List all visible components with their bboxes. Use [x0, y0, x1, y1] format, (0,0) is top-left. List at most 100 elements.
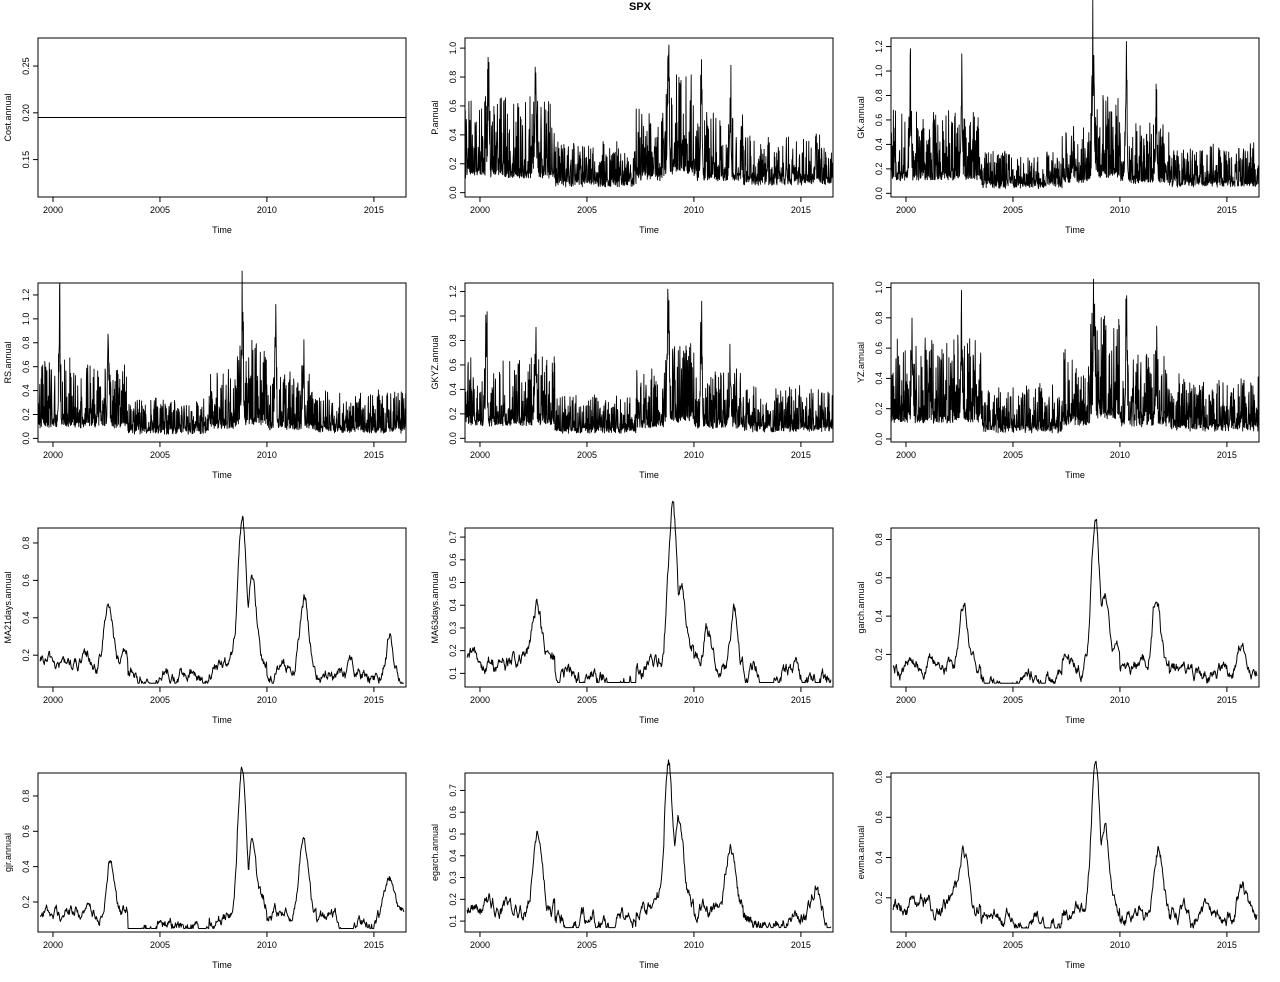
y-tick-label: 0.4 — [448, 850, 458, 863]
y-tick-label: 0.2 — [448, 157, 458, 170]
y-tick-label: 0.15 — [21, 151, 31, 169]
y-tick-label: 1.0 — [448, 310, 458, 323]
plot-frame — [464, 282, 834, 443]
x-tick-label: 2015 — [791, 450, 811, 460]
series-line — [464, 44, 834, 188]
x-tick-label: 2015 — [364, 450, 384, 460]
series-line — [466, 759, 832, 929]
y-tick-label: 0.4 — [448, 599, 458, 612]
plot-frame — [37, 772, 407, 933]
y-tick-label: 0.6 — [21, 574, 31, 587]
x-axis-label: Time — [1065, 225, 1085, 235]
x-tick-label: 2005 — [150, 940, 170, 950]
y-axis-label: MA21days.annual — [3, 571, 13, 643]
x-axis-label: Time — [639, 715, 659, 725]
x-tick-label: 2005 — [577, 940, 597, 950]
chart-panel-11: 2000 2005 2010 2015 0.1 0.2 0.3 0.4 0.5 0.6 0.7 Tim… — [430, 759, 834, 970]
y-tick-label: 0.2 — [448, 893, 458, 906]
y-tick-label: 1.0 — [874, 281, 884, 294]
x-tick-label: 2015 — [1217, 205, 1237, 215]
y-tick-label: 0.6 — [21, 360, 31, 373]
x-tick-label: 2015 — [791, 205, 811, 215]
x-tick-label: 2015 — [364, 695, 384, 705]
y-tick-label: 0.25 — [21, 57, 31, 75]
y-tick-label: 0.2 — [448, 408, 458, 421]
x-tick-label: 2010 — [257, 695, 277, 705]
chart-panel-4: 2000 2005 2010 2015 0.0 0.2 0.4 0.6 0.8 1.0 1.2 Tim… — [3, 270, 407, 480]
y-axis-label: gjr.annual — [3, 833, 13, 872]
series-line — [892, 518, 1258, 684]
y-tick-label: 0.4 — [874, 610, 884, 623]
x-tick-label: 2015 — [791, 940, 811, 950]
series-line — [890, 278, 1260, 434]
series-line — [39, 515, 404, 684]
y-axis-label: P.annual — [430, 100, 440, 134]
y-tick-label: 1.2 — [874, 40, 884, 53]
series-line — [892, 760, 1258, 929]
x-tick-label: 2010 — [257, 205, 277, 215]
x-tick-label: 2000 — [470, 695, 490, 705]
y-tick-label: 1.0 — [874, 65, 884, 78]
series-line — [37, 270, 407, 435]
y-tick-label: 0.2 — [874, 402, 884, 415]
x-tick-label: 2005 — [150, 205, 170, 215]
x-tick-label: 2000 — [470, 205, 490, 215]
chart-panel-12: 2000 2005 2010 2015 0.2 0.4 0.6 0.8 Time ewma.ann… — [856, 760, 1260, 970]
y-tick-label: 0.8 — [874, 89, 884, 102]
chart-panel-9: 2000 2005 2010 2015 0.2 0.4 0.6 0.8 Time garch.an… — [856, 518, 1260, 725]
chart-panel-5: 2000 2005 2010 2015 0.0 0.2 0.4 0.6 0.8 1.0 1.2 Tim… — [430, 282, 834, 480]
y-tick-label: 0.6 — [448, 806, 458, 819]
series-line — [39, 766, 405, 929]
y-tick-label: 0.4 — [21, 612, 31, 625]
x-tick-label: 2010 — [684, 695, 704, 705]
x-tick-label: 2005 — [1003, 940, 1023, 950]
y-tick-label: 0.8 — [874, 771, 884, 784]
y-tick-label: 0.2 — [448, 644, 458, 657]
x-axis-label: Time — [212, 715, 232, 725]
y-tick-label: 0.8 — [21, 790, 31, 803]
y-tick-label: 0.4 — [874, 851, 884, 864]
plot-frame — [464, 527, 834, 688]
x-tick-label: 2000 — [470, 450, 490, 460]
plot-frame — [464, 772, 834, 933]
x-tick-label: 2010 — [1110, 695, 1130, 705]
y-tick-label: 0.7 — [448, 784, 458, 797]
y-tick-label: 0.8 — [874, 312, 884, 325]
y-tick-label: 0.2 — [874, 163, 884, 176]
x-axis-label: Time — [639, 470, 659, 480]
y-tick-label: 0.5 — [448, 828, 458, 841]
x-tick-label: 2000 — [896, 450, 916, 460]
chart-panel-6: 2000 2005 2010 2015 0.0 0.2 0.4 0.6 0.8 1.0 Time YZ… — [856, 278, 1260, 480]
y-axis-label: GKYZ.annual — [430, 335, 440, 389]
chart-panel-7: 2000 2005 2010 2015 0.2 0.4 0.6 0.8 Time MA21days… — [3, 515, 407, 725]
y-tick-label: 0.0 — [448, 432, 458, 445]
y-tick-label: 0.6 — [448, 359, 458, 372]
x-axis-label: Time — [639, 225, 659, 235]
y-tick-label: 0.0 — [874, 187, 884, 200]
y-axis-label: egarch.annual — [430, 824, 440, 881]
x-axis-label: Time — [639, 960, 659, 970]
y-tick-label: 0.1 — [448, 915, 458, 928]
x-tick-label: 2000 — [43, 940, 63, 950]
x-tick-label: 2010 — [257, 450, 277, 460]
x-tick-label: 2005 — [1003, 205, 1023, 215]
x-axis-label: Time — [1065, 470, 1085, 480]
x-tick-label: 2015 — [1217, 940, 1237, 950]
y-tick-label: 0.20 — [21, 104, 31, 122]
y-tick-label: 0.6 — [874, 114, 884, 127]
y-tick-label: 0.3 — [448, 871, 458, 884]
y-tick-label: 0.8 — [21, 337, 31, 350]
y-tick-label: 1.2 — [21, 289, 31, 302]
y-axis-label: garch.annual — [856, 581, 866, 633]
plot-frame — [37, 527, 407, 688]
x-tick-label: 2000 — [470, 940, 490, 950]
x-tick-label: 2005 — [150, 450, 170, 460]
y-tick-label: 0.6 — [874, 572, 884, 585]
x-tick-label: 2000 — [43, 205, 63, 215]
y-tick-label: 0.2 — [21, 649, 31, 662]
plot-frame — [890, 527, 1260, 688]
y-tick-label: 0.0 — [448, 186, 458, 199]
y-tick-label: 0.1 — [448, 667, 458, 680]
y-tick-label: 0.2 — [21, 408, 31, 421]
